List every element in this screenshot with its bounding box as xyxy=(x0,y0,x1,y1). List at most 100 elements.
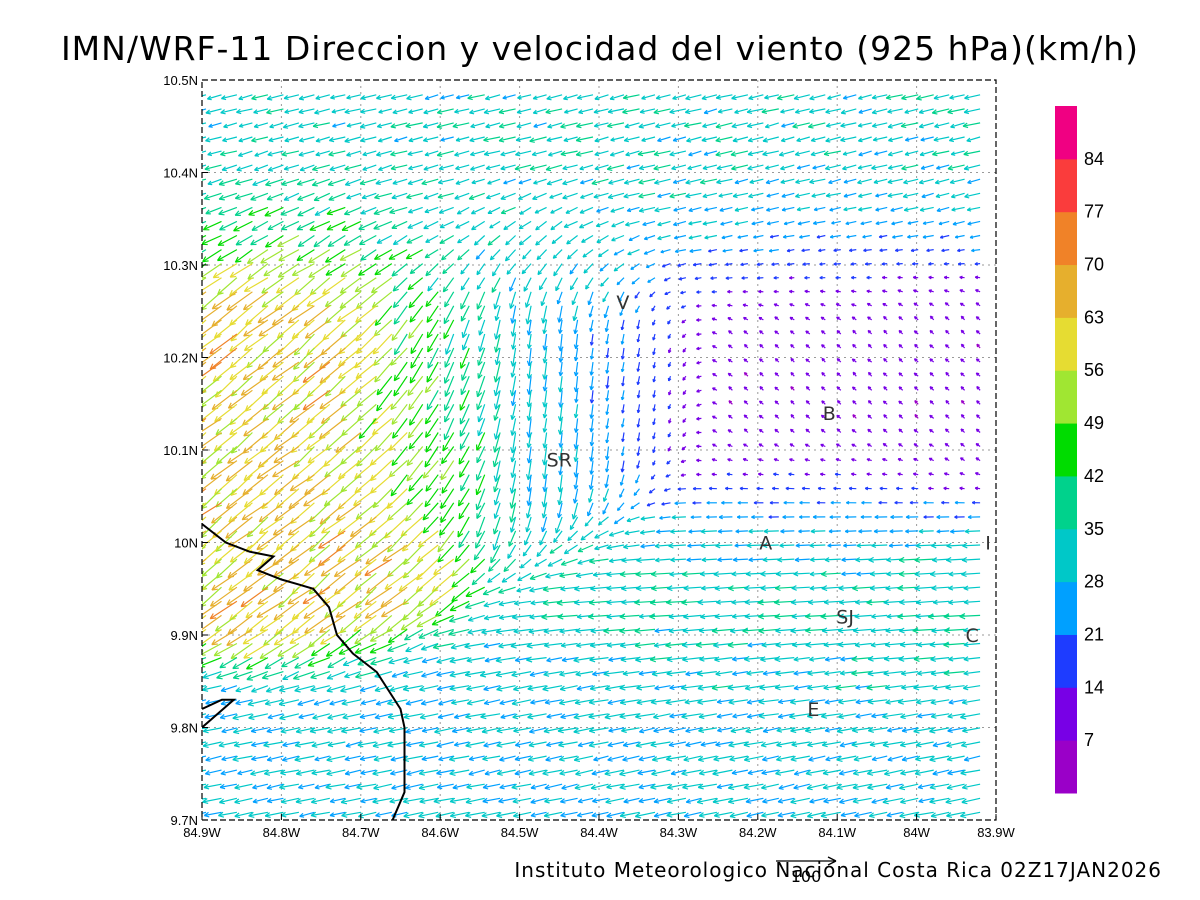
wind-vector-head xyxy=(766,193,771,198)
wind-vector-head xyxy=(327,180,334,187)
wind-vector-head xyxy=(360,108,366,114)
wind-vector-shaft xyxy=(594,136,609,142)
wind-vector-shaft xyxy=(424,488,439,508)
wind-vector-head xyxy=(392,239,399,246)
wind-vector-head xyxy=(871,94,877,100)
wind-vector xyxy=(835,289,841,294)
wind-vector-shaft xyxy=(390,474,408,497)
wind-vector-shaft xyxy=(204,164,222,170)
wind-vector-shaft xyxy=(437,150,454,156)
wind-vector xyxy=(571,502,579,520)
wind-vector-shaft xyxy=(873,178,888,184)
wind-vector-head xyxy=(641,137,646,142)
wind-vector xyxy=(935,192,950,199)
wind-vector-shaft xyxy=(393,361,408,382)
wind-vector xyxy=(773,303,779,307)
wind-vector xyxy=(502,94,516,100)
wind-vector-shaft xyxy=(360,249,377,261)
wind-vector xyxy=(790,357,795,363)
wind-vector-head xyxy=(575,136,582,143)
wind-vector-shaft xyxy=(460,474,470,492)
wind-vector-head xyxy=(857,123,863,128)
wind-vector xyxy=(696,458,702,463)
wind-vector xyxy=(692,501,702,505)
wind-vector-head xyxy=(282,123,289,129)
wind-vector-head xyxy=(827,95,832,100)
wind-vector-shaft xyxy=(702,192,718,198)
wind-vector-shaft xyxy=(598,249,609,258)
wind-vector-shaft xyxy=(341,220,362,231)
wind-vector xyxy=(620,418,625,428)
wind-vector xyxy=(799,234,810,239)
wind-vector-shaft xyxy=(718,108,733,113)
wind-vector-head xyxy=(934,123,940,129)
wind-vector-shaft xyxy=(701,94,718,100)
wind-vector xyxy=(560,150,578,157)
wind-vector xyxy=(804,472,810,477)
wind-vector xyxy=(703,108,718,115)
wind-vector-head xyxy=(654,207,660,213)
wind-vector xyxy=(327,234,346,247)
wind-vector xyxy=(587,291,594,306)
wind-vector xyxy=(427,277,439,292)
wind-vector-shaft xyxy=(330,94,346,99)
wind-vector-shaft xyxy=(299,94,315,100)
wind-vector-head xyxy=(781,123,786,128)
wind-vector-head xyxy=(657,235,662,241)
wind-vector xyxy=(712,443,718,448)
wind-vector-head xyxy=(825,108,831,114)
wind-vector xyxy=(816,234,826,239)
wind-vector xyxy=(928,289,934,293)
wind-vector-head xyxy=(484,95,491,101)
wind-vector-shaft xyxy=(470,150,485,156)
wind-vector xyxy=(425,474,439,492)
wind-vector-head xyxy=(808,123,814,129)
wind-vector-head xyxy=(470,151,475,157)
wind-vector-head xyxy=(900,122,907,129)
wind-vector xyxy=(758,316,764,321)
wind-vector xyxy=(605,347,610,359)
wind-vector xyxy=(857,136,872,143)
wind-vector xyxy=(975,443,981,447)
wind-vector-shaft xyxy=(872,122,888,127)
wind-vector xyxy=(517,94,532,100)
wind-vector xyxy=(356,389,377,407)
wind-vector xyxy=(628,234,640,241)
wind-vector xyxy=(640,516,656,521)
wind-vector-shaft xyxy=(437,544,455,563)
wind-vector xyxy=(510,404,517,420)
wind-vector xyxy=(825,122,841,128)
wind-vector-head xyxy=(947,108,953,115)
wind-vector xyxy=(438,206,454,214)
wind-vector-head xyxy=(704,207,709,212)
wind-vector-shaft xyxy=(406,249,423,260)
wind-vector xyxy=(938,220,950,226)
wind-vector xyxy=(887,108,903,114)
wind-vector xyxy=(550,206,563,214)
wind-vector xyxy=(469,136,485,143)
wind-vector-head xyxy=(341,225,349,231)
wind-vector-shaft xyxy=(654,178,671,184)
wind-vector xyxy=(293,347,315,370)
wind-vector-shaft xyxy=(487,235,501,246)
wind-vector-head xyxy=(936,207,941,213)
wind-vector xyxy=(297,235,315,247)
wind-vector-shaft xyxy=(611,234,625,242)
wind-vector-head xyxy=(950,123,955,129)
wind-vector-head xyxy=(439,223,445,229)
wind-vector xyxy=(861,500,872,505)
wind-vector-head xyxy=(180,474,186,479)
wind-vector xyxy=(706,500,717,505)
wind-vector-shaft xyxy=(297,178,315,185)
wind-vector-shaft xyxy=(454,544,470,563)
wind-vector-head xyxy=(623,179,630,185)
wind-vector-shaft xyxy=(545,164,563,171)
wind-vector-head xyxy=(195,514,201,519)
wind-vector xyxy=(931,108,950,115)
wind-vector-head xyxy=(594,95,600,101)
wind-vector-head xyxy=(871,123,877,128)
wind-vector xyxy=(423,192,439,200)
wind-vector-head xyxy=(932,150,938,157)
wind-vector xyxy=(532,108,547,115)
wind-vector-shaft xyxy=(871,164,888,169)
